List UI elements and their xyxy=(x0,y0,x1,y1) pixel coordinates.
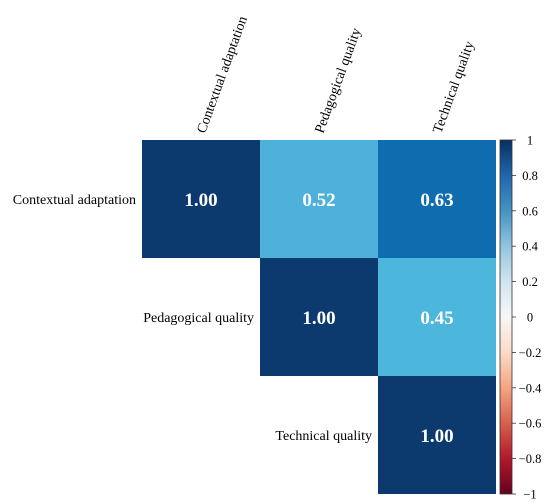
heatmap-cell-contextual-adaptation-technical-quality xyxy=(378,140,496,258)
heatmap-cell-pedagogical-quality-technical-quality xyxy=(378,258,496,376)
cell-value-label: 1.00 xyxy=(184,190,217,211)
colorbar-tick-label: 0.6 xyxy=(522,204,538,218)
heatmap-cell-technical-quality-technical-quality xyxy=(378,376,496,494)
colorbar-gradient xyxy=(499,139,513,495)
row-label-pedagogical-quality: Pedagogical quality xyxy=(143,311,254,326)
heatmap-cells: 1.00 0.52 0.63 1.00 0.45 1.00 xyxy=(142,140,496,494)
cell-value-label: 0.52 xyxy=(302,190,335,211)
column-labels: Contextual adaptation Pedagogical quality… xyxy=(195,14,478,135)
colorbar-tick-label: 0.8 xyxy=(522,169,538,183)
heatmap-cell-contextual-adaptation-pedagogical-quality xyxy=(260,140,378,258)
colorbar-tick-label: −0.2 xyxy=(519,346,542,360)
row-label-contextual-adaptation: Contextual adaptation xyxy=(13,193,136,208)
cell-value-label: 0.63 xyxy=(420,190,453,211)
colorbar-tick-label: 0.4 xyxy=(522,240,538,254)
colorbar-tick-label: −0.4 xyxy=(519,381,542,395)
column-label-pedagogical-quality: Pedagogical quality xyxy=(313,26,365,135)
column-label-technical-quality: Technical quality xyxy=(431,39,478,135)
colorbar-tick-label: −0.8 xyxy=(519,452,542,466)
heatmap-cell-pedagogical-quality-pedagogical-quality xyxy=(260,258,378,376)
cell-value-label: 1.00 xyxy=(420,426,453,447)
colorbar-tick-label: 0.2 xyxy=(522,275,538,289)
cell-value-label: 1.00 xyxy=(302,308,335,329)
colorbar-tick-label: 1 xyxy=(527,134,533,148)
colorbar-tick-label: −1 xyxy=(523,488,536,502)
row-labels: Contextual adaptation Pedagogical quality… xyxy=(13,193,372,444)
row-label-technical-quality: Technical quality xyxy=(275,429,372,444)
cell-value-label: 0.45 xyxy=(420,308,453,329)
colorbar-tick-label: 0 xyxy=(527,311,533,325)
column-label-contextual-adaptation: Contextual adaptation xyxy=(195,14,251,135)
colorbar: 1 0.8 0.6 0.4 0.2 0 −0.2 −0.4 −0.6 −0.8 −1 xyxy=(499,134,542,502)
colorbar-tick-label: −0.6 xyxy=(519,417,542,431)
heatmap-cell-contextual-adaptation-contextual-adaptation xyxy=(142,140,260,258)
